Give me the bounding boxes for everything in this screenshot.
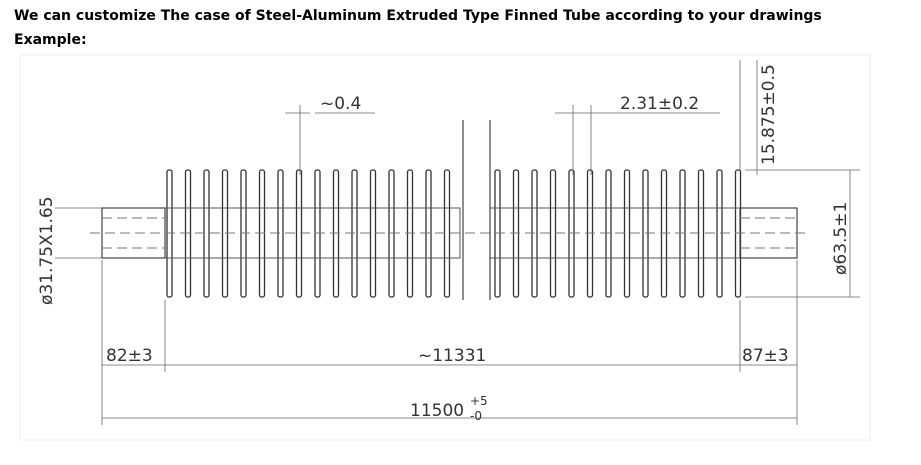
dim-label: 82±3: [106, 346, 153, 366]
tube: [90, 120, 810, 300]
fin: [443, 169, 451, 298]
heading: We can customize The case of Steel-Alumi…: [14, 8, 822, 24]
dim-label: ø63.5±1: [831, 202, 851, 275]
dim-tolerance: +5: [470, 394, 488, 408]
fin: [623, 169, 631, 298]
dim-label: 2.31±0.2: [620, 94, 699, 114]
fin: [549, 169, 557, 298]
dim-label: 11500: [410, 401, 464, 421]
dim-label: 15.875±0.5: [759, 64, 779, 165]
fin: [369, 169, 377, 298]
dim-label: 87±3: [742, 346, 789, 366]
dim-tolerance: -0: [470, 409, 482, 423]
frame: [19, 54, 871, 441]
dim-label: ø31.75X1.65: [37, 196, 57, 305]
dimensions: [55, 60, 860, 425]
dim-label: ~0.4: [320, 94, 361, 114]
dim-label: ~11331: [418, 346, 486, 366]
subheading: Example:: [14, 32, 87, 48]
